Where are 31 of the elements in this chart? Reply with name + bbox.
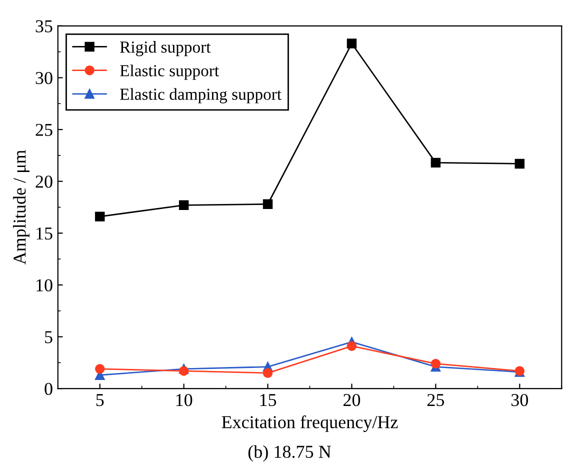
x-tick-label: 30 [511,394,528,406]
point [430,358,441,369]
text: (b) 18.75 N [248,445,331,462]
point [178,366,189,376]
point [262,368,273,378]
point [514,158,525,169]
point [346,38,357,48]
legend-label: Elastic support [120,64,219,80]
x-tick-label: 25 [427,394,444,406]
y-tick-label: 0 [44,382,52,396]
y-tick-label: 10 [36,279,52,292]
y-tick-label: 35 [36,20,52,32]
y-tick-label: 5 [45,331,52,344]
legend-label: Elastic damping support [120,88,282,104]
y-tick-label: 25 [36,124,52,136]
point [430,158,441,168]
point [95,212,105,222]
point [95,364,105,374]
point [346,341,357,351]
y-axis-title: Amplitude / μm [13,150,30,265]
legend-label: Rigid support [120,41,211,56]
point [178,200,189,210]
y-tick-label: 15 [36,227,52,240]
x-tick-label: 15 [260,394,276,406]
x-tick-label: 20 [344,394,360,406]
x-tick-label: 5 [96,394,104,406]
y-tick-label: 20 [36,176,52,188]
x-axis-title: Excitation frequency/Hz [222,415,398,432]
x-tick-label: 10 [176,394,192,406]
point [262,199,273,209]
y-tick-label: 30 [36,72,52,84]
